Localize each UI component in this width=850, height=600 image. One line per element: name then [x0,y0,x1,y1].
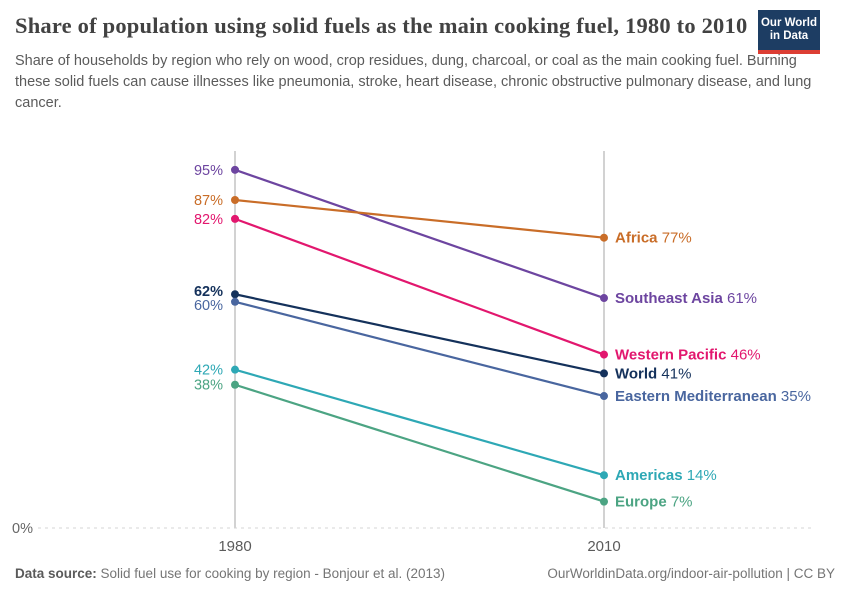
series-label-africa[interactable]: Africa 77% [615,230,692,247]
series-line-africa [234,198,605,239]
chart-subtitle: Share of households by region who rely o… [15,53,812,111]
series-label-world[interactable]: World 41% [615,365,691,382]
owid-logo-line2: in Data [769,30,809,42]
series-label-europe[interactable]: Europe 7% [615,494,693,511]
series-label-eastern-mediterranean[interactable]: Eastern Mediterranean 35% [615,388,811,405]
data-source: Data source: Solid fuel use for cooking … [15,566,445,581]
series-dot-end [600,350,608,359]
series-label-western-pacific[interactable]: Western Pacific 46% [615,347,761,364]
owid-logo[interactable]: Our World in Data [758,10,820,54]
series-start-value-label: 82% [194,212,223,228]
series-dot-start [231,365,239,374]
x-axis-year-label: 1980 [218,538,251,555]
series-line-southeast-asia [234,168,605,300]
series-start-value-label: 62% [194,284,223,300]
series-line-europe [234,383,605,503]
series-start-value-label: 95% [194,163,223,179]
series-start-value-label: 38% [194,378,223,394]
footer-link[interactable]: OurWorldinData.org/indoor-air-pollution … [547,566,835,581]
series-dot-end [600,233,608,242]
chart-footer: Data source: Solid fuel use for cooking … [15,566,835,581]
series-dot-start [231,196,239,205]
series-line-world [234,293,605,375]
series-dot-start [231,297,239,306]
series-dot-start [231,165,239,174]
slope-chart: 0% 1980 2010 95% Southeast Asia 61% 87% Africa… [12,151,812,555]
data-source-label: Data source: [15,566,97,581]
series-label-americas[interactable]: Americas 14% [615,467,717,484]
data-source-text: Solid fuel use for cooking by region - B… [96,566,445,581]
y-axis-zero-label: 0% [12,521,33,537]
series-line-western-pacific [234,217,605,356]
series-dot-end [600,471,608,480]
series-dot-end [600,392,608,401]
owid-logo-stripe [758,50,820,54]
x-axis-year-label: 2010 [587,538,620,555]
series-line-eastern-mediterranean [234,300,605,398]
series-label-southeast-asia[interactable]: Southeast Asia 61% [615,290,757,307]
series-start-value-label: 60% [194,298,223,314]
chart-header: Share of population using solid fuels as… [15,10,835,114]
series-dot-end [600,369,608,378]
series-dot-start [231,380,239,389]
series-start-value-label: 42% [194,363,223,379]
series-line-americas [234,368,605,477]
series-dot-start [231,214,239,223]
owid-logo-line1: Our World [760,17,817,29]
series-dot-start [231,290,239,299]
series-dot-end [600,497,608,506]
series-dot-end [600,294,608,303]
series-start-value-label: 87% [194,193,223,209]
chart-title: Share of population using solid fuels as… [15,13,748,38]
